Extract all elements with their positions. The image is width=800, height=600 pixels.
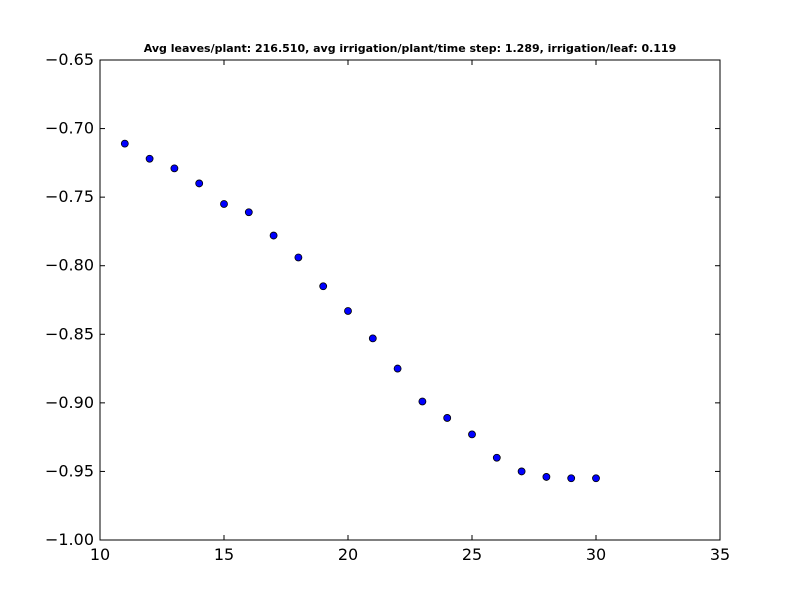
- data-point: [567, 474, 576, 483]
- data-point: [344, 307, 352, 315]
- y-tick-label: −0.70: [45, 119, 94, 138]
- chart-title: Avg leaves/plant: 216.510, avg irrigatio…: [144, 42, 676, 55]
- data-point: [368, 334, 377, 343]
- data-point: [592, 474, 600, 483]
- data-point: [319, 282, 328, 291]
- y-tick-label: −0.75: [45, 187, 94, 206]
- data-point: [468, 430, 476, 439]
- y-tick-label: −0.85: [45, 324, 94, 343]
- x-tick-label: 35: [710, 545, 730, 564]
- data-point: [170, 164, 179, 173]
- y-tick-label: −0.80: [45, 256, 94, 275]
- data-point: [145, 154, 154, 163]
- data-point: [195, 179, 204, 188]
- y-tick-label: −0.90: [45, 393, 94, 412]
- data-point: [220, 200, 228, 208]
- data-point: [542, 473, 551, 481]
- data-point: [120, 139, 129, 148]
- data-point: [517, 467, 526, 476]
- data-points: [120, 139, 600, 483]
- data-point: [443, 414, 452, 422]
- data-point: [393, 364, 402, 373]
- axis-ticks: 10 15 20 25 30 35 −0.65 −0.70 −0.75 −0.80 −0.85 −0.…: [45, 50, 730, 564]
- y-tick-label: −1.00: [45, 530, 94, 549]
- x-tick-label: 15: [214, 545, 234, 564]
- x-tick-label: 25: [462, 545, 482, 564]
- data-point: [492, 453, 501, 462]
- data-point: [269, 231, 278, 240]
- x-tick-label: 10: [90, 545, 110, 564]
- y-tick-label: −0.65: [45, 50, 94, 69]
- plot-area-frame: [99, 59, 721, 541]
- data-point: [418, 397, 427, 406]
- y-tick-label: −0.95: [45, 461, 94, 480]
- x-tick-label: 20: [338, 545, 358, 564]
- data-point: [294, 253, 303, 262]
- x-tick-label: 30: [586, 545, 606, 564]
- data-point: [244, 208, 253, 217]
